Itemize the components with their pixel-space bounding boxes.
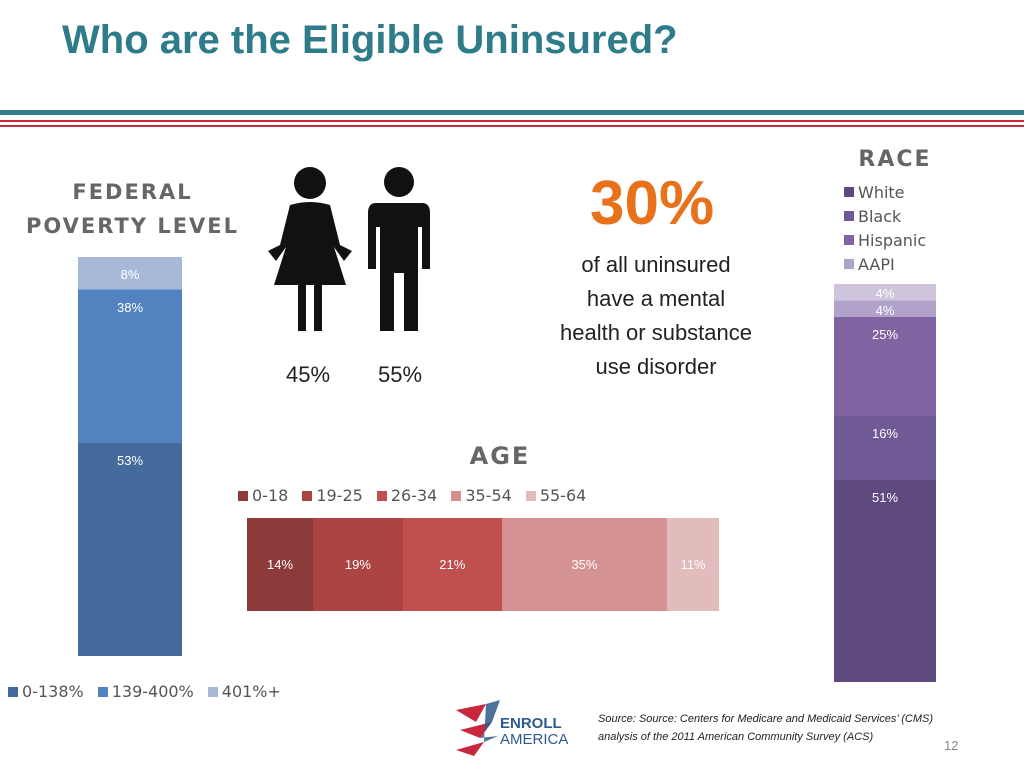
fpl-label-0-138: 53% xyxy=(116,452,144,468)
race-label-hispanic: 25% xyxy=(871,326,899,342)
race-legend-swatch xyxy=(844,235,854,245)
race-stacked-bar: 51% 16% 25% 4% 4% xyxy=(834,284,936,682)
age-legend-swatch xyxy=(238,490,248,501)
race-bar-aapi: 4% xyxy=(834,299,936,318)
fpl-label-139-400: 38% xyxy=(116,300,144,316)
logo-text: ENROLL AMERICA xyxy=(500,716,568,748)
race-legend-swatch xyxy=(844,187,854,197)
race-bar-black: 16% xyxy=(834,415,936,480)
age-bar-19-25: 19% xyxy=(313,518,403,611)
fpl-legend-label: 0-138% xyxy=(22,682,84,701)
divider-red xyxy=(0,120,1024,122)
age-legend-35-54: 35-54 xyxy=(451,486,512,505)
age-label-35-54: 35% xyxy=(571,557,598,572)
race-legend-swatch xyxy=(844,259,854,269)
page-number: 12 xyxy=(944,738,959,753)
age-bar-35-54: 35% xyxy=(501,518,668,611)
age-stacked-bar: 14% 19% 21% 35% 11% xyxy=(247,518,719,611)
age-label-19-25: 19% xyxy=(344,557,371,572)
race-legend-label: White xyxy=(858,182,905,202)
age-legend-label: 19-25 xyxy=(316,486,363,505)
age-legend-0-18: 0-18 xyxy=(238,486,288,505)
race-legend-swatch xyxy=(844,211,854,221)
race-bar-white: 51% xyxy=(834,478,936,682)
race-label-aapi: 4% xyxy=(875,302,895,318)
fpl-stacked-bar: 53% 38% 8% xyxy=(78,257,182,656)
age-legend-label: 55-64 xyxy=(539,486,587,505)
race-bar-segment-4: 4% xyxy=(834,284,936,301)
divider-teal xyxy=(0,110,1024,115)
race-legend-label: AAPI xyxy=(858,254,895,274)
race-legend-label: Hispanic xyxy=(858,230,927,250)
age-legend-19-25: 19-25 xyxy=(302,486,363,505)
age-label-26-34: 21% xyxy=(439,557,466,572)
race-legend: White Black Hispanic AAPI xyxy=(844,180,926,276)
fpl-chart-title: FEDERAL POVERTY LEVEL xyxy=(25,180,240,238)
age-legend-swatch xyxy=(376,490,387,501)
age-legend-swatch xyxy=(302,490,313,501)
age-bar-55-64: 11% xyxy=(667,518,719,611)
race-legend-white: White xyxy=(844,180,926,204)
fpl-legend-swatch xyxy=(8,686,18,697)
age-legend-26-34: 26-34 xyxy=(376,486,438,505)
age-label-0-18: 14% xyxy=(267,557,294,572)
fpl-legend-swatch xyxy=(97,686,108,697)
fpl-legend: 0-138% 139-400% 401%+ xyxy=(8,682,281,701)
divider-red-2 xyxy=(0,125,1024,127)
age-label-55-64: 11% xyxy=(680,557,706,572)
source-note: Source: Source: Centers for Medicare and… xyxy=(598,713,934,743)
female-figure-icon xyxy=(268,167,352,331)
fpl-label-401: 8% xyxy=(120,267,140,282)
logo-line-2: AMERICA xyxy=(500,731,569,748)
male-percent: 55% xyxy=(378,362,423,387)
fpl-legend-label: 139-400% xyxy=(111,682,194,701)
age-legend-swatch xyxy=(451,490,462,501)
race-legend-hispanic: Hispanic xyxy=(844,228,926,252)
race-legend-black: Black xyxy=(844,204,926,228)
fpl-bar-0-138: 53% xyxy=(78,441,182,656)
logo-line-1: ENROLL xyxy=(500,715,562,732)
age-chart-title: AGE xyxy=(469,442,531,470)
age-legend-swatch xyxy=(525,490,536,501)
age-legend-label: 26-34 xyxy=(390,486,438,505)
fpl-legend-label: 401%+ xyxy=(221,682,281,701)
race-legend-aapi: AAPI xyxy=(844,252,926,276)
age-legend-55-64: 55-64 xyxy=(525,486,587,505)
mental-health-percent: 30% xyxy=(590,169,715,238)
fpl-bar-401: 8% xyxy=(78,257,182,290)
enroll-america-logo-icon xyxy=(456,700,500,756)
age-bar-0-18: 14% xyxy=(247,518,314,611)
age-bar-26-34: 21% xyxy=(402,518,502,611)
male-figure-icon xyxy=(368,167,430,331)
fpl-legend-401: 401%+ xyxy=(207,682,281,701)
race-label-white: 51% xyxy=(871,489,899,505)
age-legend-label: 35-54 xyxy=(465,486,512,505)
page-title: Who are the Eligible Uninsured? xyxy=(62,18,678,62)
race-legend-label: Black xyxy=(858,206,902,226)
female-percent: 45% xyxy=(286,362,331,387)
age-legend: 0-18 19-25 26-34 35-54 55-64 xyxy=(238,486,586,505)
fpl-bar-139-400: 38% xyxy=(78,289,182,443)
age-legend-label: 0-18 xyxy=(252,486,289,505)
race-label-black: 16% xyxy=(871,426,899,441)
race-label-segment-4: 4% xyxy=(875,286,895,301)
fpl-legend-139-400: 139-400% xyxy=(97,682,194,701)
mental-health-text: of all uninsured have a mental health or… xyxy=(559,252,753,379)
fpl-legend-0-138: 0-138% xyxy=(8,682,84,701)
fpl-legend-swatch xyxy=(207,686,218,697)
race-chart-title: RACE xyxy=(858,147,932,172)
race-bar-hispanic: 25% xyxy=(834,315,936,416)
